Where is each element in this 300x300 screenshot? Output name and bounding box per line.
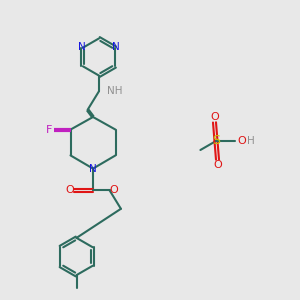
Text: N: N [89,164,97,175]
Text: N: N [112,42,120,52]
Text: H: H [247,136,255,146]
Text: S: S [212,134,220,148]
Text: O: O [110,185,118,195]
Text: O: O [238,136,246,146]
Text: O: O [65,185,74,195]
Text: NH: NH [106,85,122,96]
Text: O: O [213,160,222,170]
Text: N: N [78,42,86,52]
Text: O: O [210,112,219,122]
Text: F: F [46,124,52,135]
